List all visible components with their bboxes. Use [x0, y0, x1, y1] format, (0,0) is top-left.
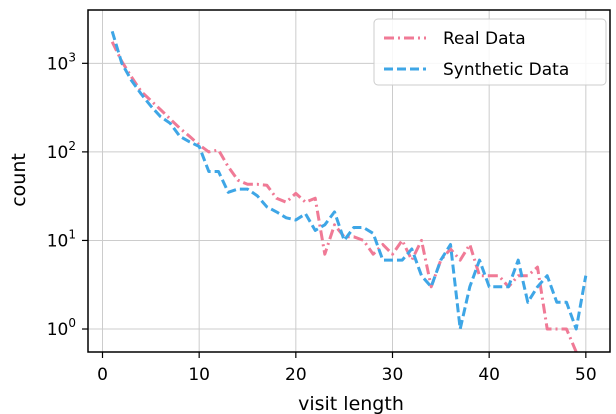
ticks: 0 10 20 30 40 50 100 101 102 103 [47, 50, 597, 385]
y-tick-label: 102 [47, 139, 76, 163]
y-tick-label: 101 [47, 227, 76, 251]
plot-frame [87, 9, 611, 353]
legend-label-1: Synthetic Data [443, 60, 569, 80]
legend: Real Data Synthetic Data [373, 18, 607, 86]
x-tick-label: 30 [382, 365, 404, 385]
series-layer [110, 30, 588, 352]
legend-label-0: Real Data [443, 29, 526, 49]
y-tick-label: 100 [47, 316, 76, 340]
x-tick-label: 0 [97, 365, 108, 385]
x-tick-label: 40 [478, 365, 500, 385]
y-tick-label: 103 [47, 50, 76, 74]
x-tick-label: 50 [575, 365, 597, 385]
x-tick-label: 10 [188, 365, 210, 385]
series-line-0 [110, 41, 578, 352]
x-axis-label: visit length [298, 393, 404, 414]
y-axis-label: count [8, 153, 30, 207]
legend-box [373, 18, 607, 86]
x-tick-label: 20 [285, 365, 307, 385]
series-line-1 [110, 30, 588, 331]
